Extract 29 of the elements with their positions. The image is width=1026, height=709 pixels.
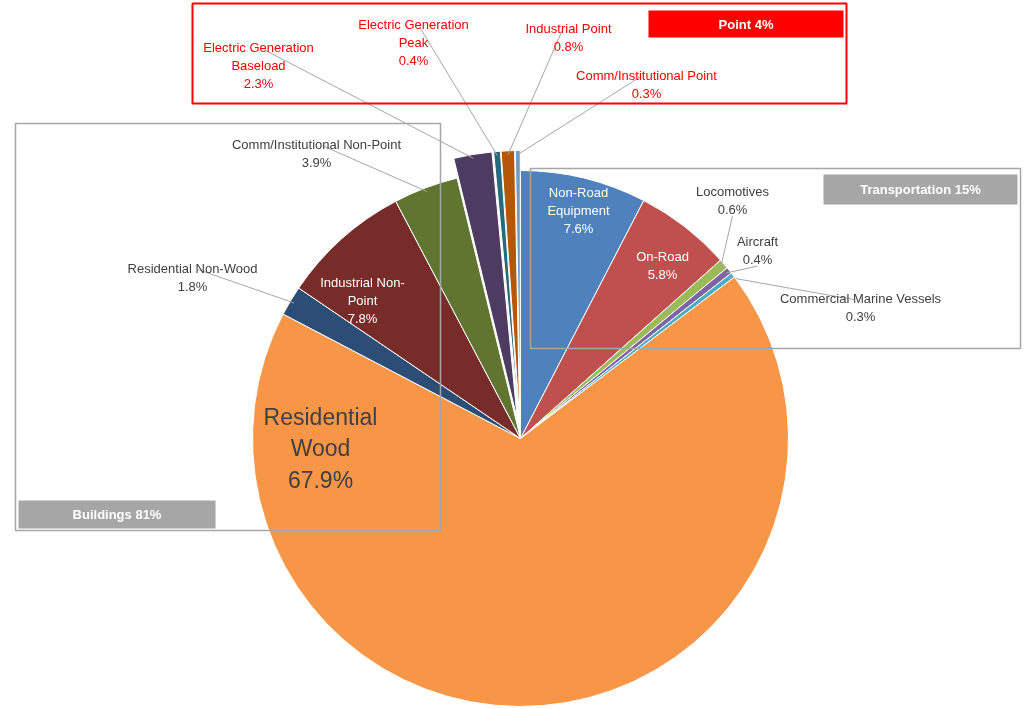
data-label: 7.6% <box>563 221 594 236</box>
slice-label: Commercial Marine Vessels <box>779 291 942 306</box>
data-label: 2.3% <box>243 76 274 91</box>
slice-label: Comm/Institutional Point <box>576 68 718 83</box>
data-label: 3.9% <box>301 155 332 170</box>
data-label: 5.8% <box>647 267 678 282</box>
slice-label: Electric Generation Baseload <box>203 40 314 73</box>
slice-label: Locomotives <box>696 184 770 199</box>
data-label: 0.3% <box>631 86 662 101</box>
data-label: 7.8% <box>347 311 378 326</box>
data-label: 67.9% <box>287 466 354 493</box>
data-label: 0.4% <box>398 53 429 68</box>
data-label: 0.6% <box>717 202 748 217</box>
text: Transportation 15% <box>860 182 982 197</box>
slice-label: Residential Non-Wood <box>127 261 258 276</box>
slice-label: Non-Road Equipment <box>547 185 610 218</box>
data-label: 0.4% <box>742 252 773 267</box>
data-label: 1.8% <box>177 279 208 294</box>
data-label: 0.8% <box>553 39 584 54</box>
text: Point 4% <box>718 16 774 32</box>
slice-label: Residential Wood <box>263 404 378 462</box>
slice-label: On-Road <box>636 249 689 264</box>
slice-label: Comm/Institutional Non-Point <box>231 137 402 152</box>
slice-label: Industrial Non-Point <box>320 275 405 308</box>
slice-label: Aircraft <box>736 234 779 249</box>
slice-label: Industrial Point <box>525 21 612 36</box>
slice-label: Electric Generation Peak <box>358 17 469 50</box>
data-label: 0.3% <box>845 309 876 324</box>
text: Buildings 81% <box>72 507 162 522</box>
